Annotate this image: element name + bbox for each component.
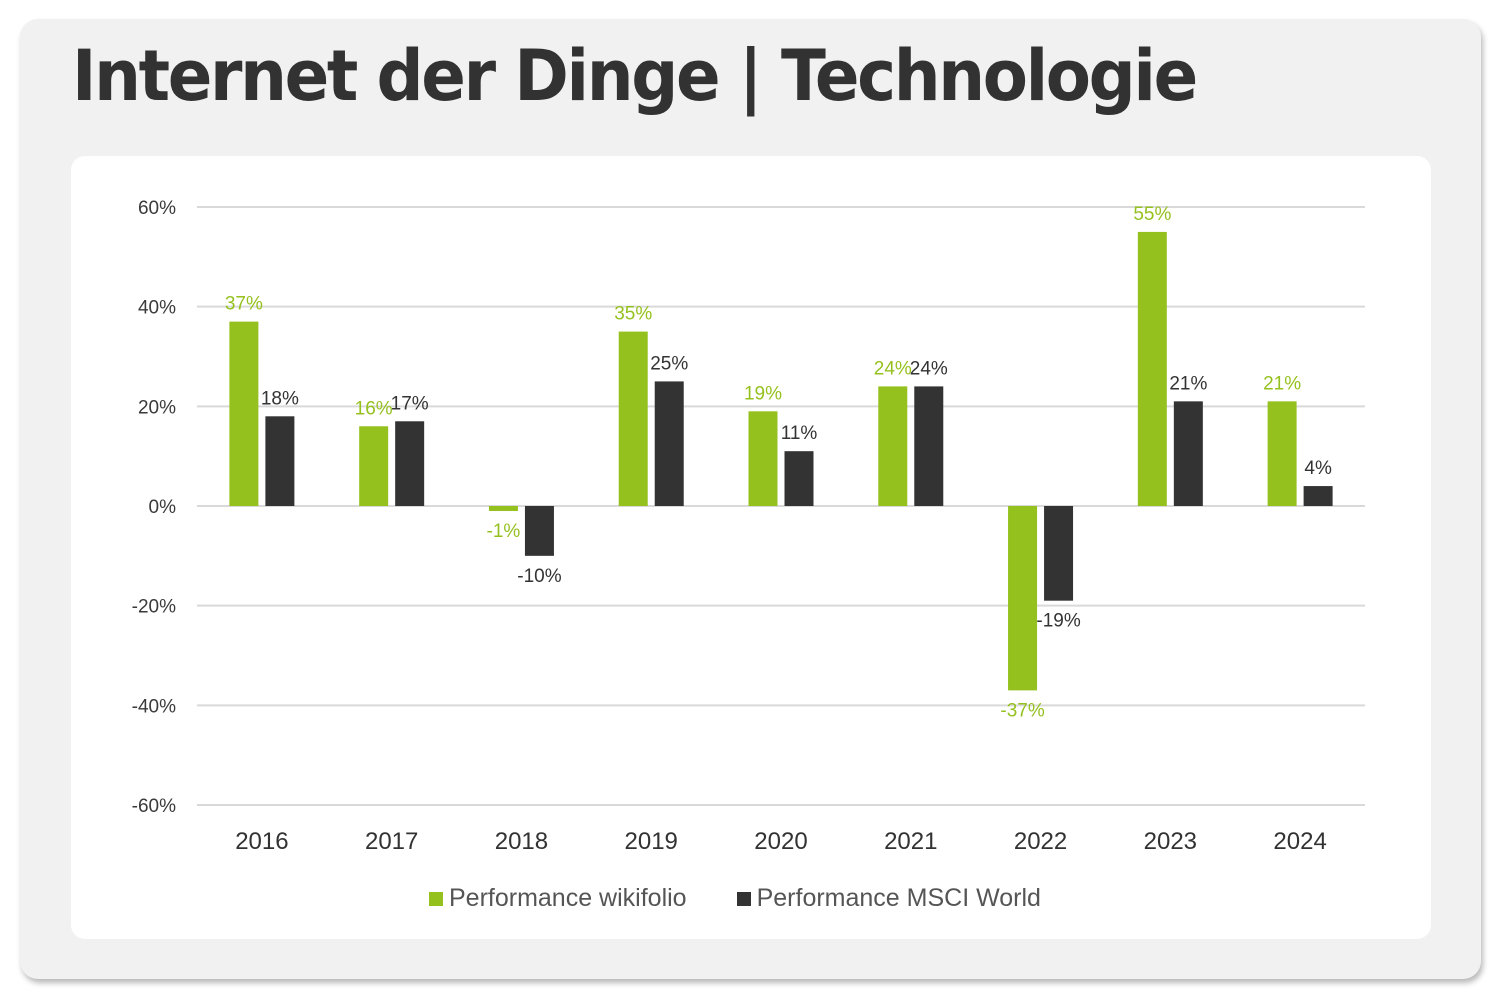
bar-msci-world: [1173, 401, 1203, 506]
y-tick-label: -60%: [132, 796, 176, 817]
y-tick-label: 20%: [138, 397, 176, 418]
x-tick-label: 2023: [1144, 828, 1197, 855]
x-tick-label: 2018: [495, 828, 548, 855]
x-tick-label: 2022: [1014, 828, 1067, 855]
data-label-msci-world: -19%: [1036, 611, 1080, 632]
x-tick-label: 2021: [884, 828, 937, 855]
legend-item-msci-world: Performance MSCI World: [736, 884, 1041, 913]
bar-wikifolio: [359, 426, 389, 506]
legend-swatch-msci-world: [736, 891, 751, 906]
data-label-msci-world: 17%: [391, 393, 429, 414]
bar-msci-world: [395, 421, 425, 506]
data-label-msci-world: 18%: [261, 388, 299, 409]
bar-msci-world: [654, 381, 684, 506]
legend-label-msci-world: Performance MSCI World: [756, 884, 1041, 912]
data-label-wikifolio: 21%: [1263, 373, 1301, 394]
data-label-msci-world: 21%: [1169, 373, 1207, 394]
y-tick-label: -20%: [132, 597, 176, 618]
data-label-wikifolio: 24%: [874, 358, 912, 379]
bar-wikifolio: [1267, 401, 1297, 506]
bar-wikifolio: [1137, 231, 1167, 506]
data-label-msci-world: -10%: [517, 566, 561, 587]
data-labels: 37% 18% 16%17% -1% -10% 35% 25% 19% 11% 24%24% -37…: [225, 204, 1332, 721]
bar-wikifolio: [878, 386, 908, 506]
data-label-msci-world: 25%: [650, 353, 688, 374]
x-tick-label: 2017: [365, 828, 418, 855]
bar-msci-world: [524, 506, 554, 556]
legend-swatch-wikifolio: [429, 891, 443, 906]
y-tick-label: -40%: [132, 696, 176, 717]
data-label-wikifolio: -37%: [1000, 700, 1044, 721]
chart-panel: 60% 40% 20% 0% -20% -40% -60% 37% 18% 16% 17% -1% -…: [71, 156, 1431, 939]
bar-wikifolio: [748, 411, 778, 506]
data-label-wikifolio: 19%: [744, 383, 782, 404]
bars: [229, 231, 1333, 691]
bar-msci-world: [1044, 506, 1074, 601]
bar-msci-world: [265, 416, 295, 506]
x-tick-label: 2016: [235, 828, 288, 855]
data-label-wikifolio: 16%: [355, 398, 393, 419]
data-label-wikifolio: 37%: [225, 294, 263, 315]
data-label-wikifolio: -1%: [487, 521, 521, 542]
legend-item-wikifolio: Performance wikifolio: [429, 884, 687, 913]
bar-chart: 60% 40% 20% 0% -20% -40% -60% 37% 18% 16%17% -1% -…: [132, 198, 1365, 855]
y-tick-label: 60%: [138, 198, 176, 219]
chart-card: Internet der Dinge | Technologie 60% 40% 2…: [20, 19, 1481, 979]
x-tick-label: 2024: [1273, 828, 1326, 855]
bar-wikifolio: [1008, 506, 1038, 691]
bar-msci-world: [784, 451, 814, 506]
y-axis-ticks: 60% 40% 20% 0% -20% -40% -60%: [132, 198, 176, 817]
x-tick-label: 2020: [754, 828, 807, 855]
y-tick-label: 0%: [149, 497, 177, 518]
bar-wikifolio: [488, 506, 518, 511]
y-tick-label: 40%: [138, 298, 176, 319]
legend: Performance wikifolio Performance MSCI W…: [429, 884, 1091, 913]
data-label-msci-world: 11%: [781, 423, 818, 444]
data-label-wikifolio: 55%: [1133, 204, 1171, 225]
legend-label-wikifolio: Performance wikifolio: [449, 884, 687, 912]
bar-wikifolio: [229, 321, 259, 506]
gridlines: [197, 206, 1365, 806]
x-tick-label: 2019: [625, 828, 678, 855]
data-label-msci-world: 24%: [910, 358, 948, 379]
data-label-msci-world: 4%: [1304, 458, 1332, 479]
page-title: Internet der Dinge | Technologie: [72, 35, 1198, 117]
x-axis-ticks: 2016 2017 2018 2019 2020 2021 2022 2023 2024: [235, 828, 1327, 855]
bar-msci-world: [914, 386, 944, 506]
data-label-wikifolio: 35%: [614, 304, 652, 325]
bar-msci-world: [1303, 486, 1333, 506]
bar-wikifolio: [618, 331, 648, 506]
